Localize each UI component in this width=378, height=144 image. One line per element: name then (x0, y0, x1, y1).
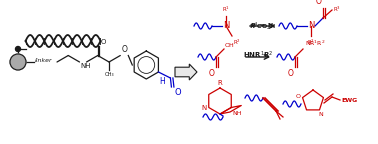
Text: O: O (174, 88, 181, 97)
Polygon shape (175, 64, 197, 80)
Text: N: N (223, 21, 229, 31)
Text: H: H (160, 76, 166, 86)
Text: NH: NH (81, 63, 91, 69)
Text: OH: OH (225, 43, 235, 48)
Text: R$^{2}$: R$^{2}$ (233, 38, 241, 47)
Text: R$^{3}$: R$^{3}$ (333, 4, 341, 14)
Text: O: O (100, 38, 105, 44)
Text: linker: linker (35, 58, 53, 64)
Text: EWG: EWG (341, 97, 357, 103)
Text: R$^{1}$ = H: R$^{1}$ = H (251, 21, 274, 30)
Text: NH: NH (232, 111, 242, 116)
Text: O: O (316, 0, 322, 6)
Text: N: N (308, 21, 314, 31)
Text: O: O (288, 69, 294, 78)
Text: HNR$^{1}$R$^{2}$: HNR$^{1}$R$^{2}$ (243, 50, 273, 61)
Text: NR$^{1}$R$^{2}$: NR$^{1}$R$^{2}$ (305, 39, 325, 48)
Text: R$^{3}$CO$_{2}$H: R$^{3}$CO$_{2}$H (249, 22, 276, 32)
Text: R: R (218, 80, 222, 86)
Text: CH₃: CH₃ (105, 72, 115, 77)
Text: N: N (318, 111, 323, 116)
Circle shape (15, 47, 20, 52)
Text: R$^{2}$: R$^{2}$ (307, 38, 315, 47)
Text: O: O (296, 94, 301, 100)
Text: N: N (201, 105, 207, 110)
Text: O: O (209, 69, 215, 78)
Circle shape (10, 54, 26, 70)
Text: R$^{1}$: R$^{1}$ (222, 5, 230, 14)
Text: O: O (121, 46, 127, 54)
